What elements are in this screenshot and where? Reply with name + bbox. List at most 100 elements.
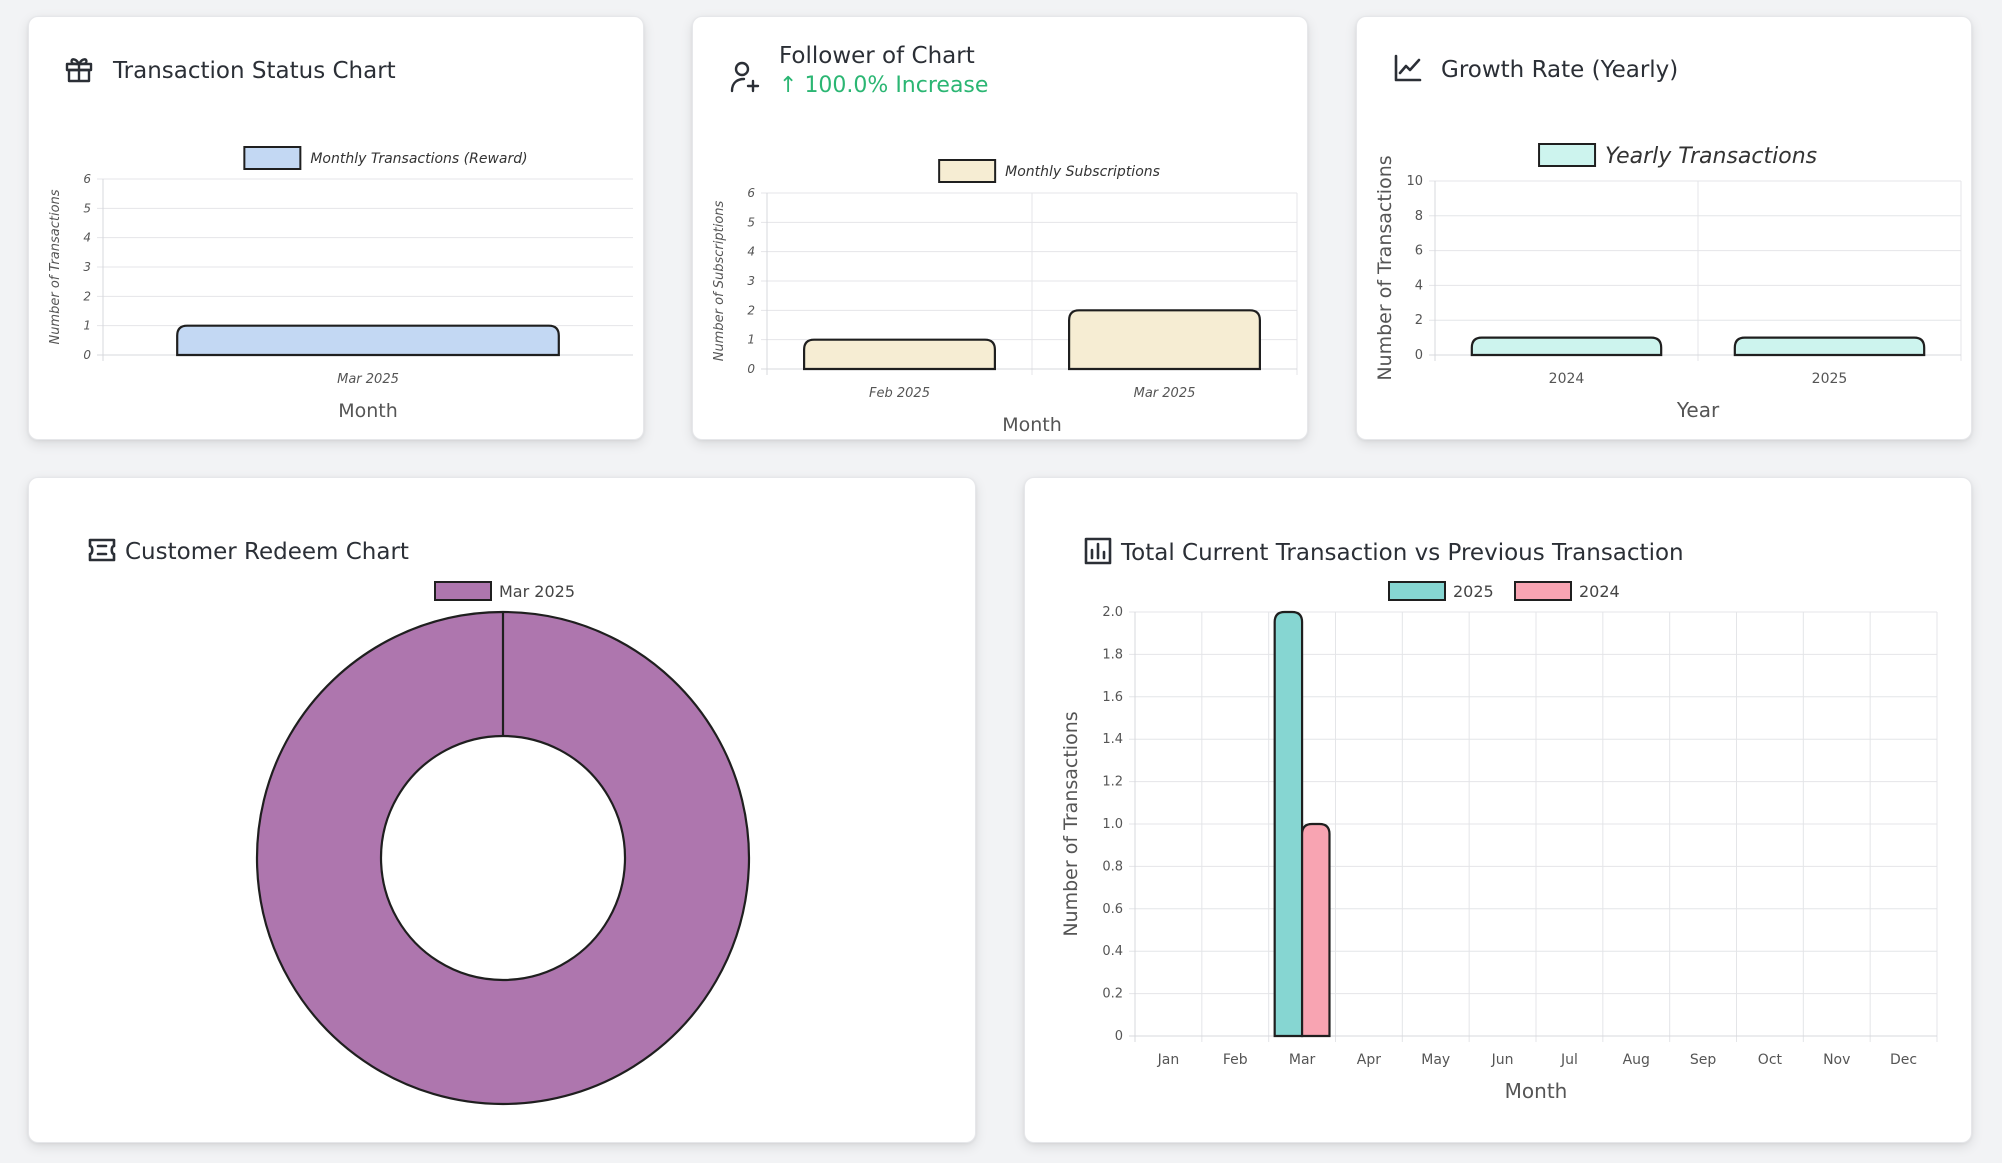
card-title: Customer Redeem Chart: [125, 539, 409, 565]
line-chart-icon: [1393, 53, 1423, 87]
legend-label: 2024: [1579, 582, 1620, 601]
legend-label: Monthly Transactions (Reward): [310, 151, 527, 167]
increase-indicator: ↑ 100.0% Increase: [779, 73, 988, 98]
y-tick-label: 2: [1415, 313, 1423, 328]
bar: [1068, 309, 1261, 371]
card-header: Follower of Chart ↑ 100.0% Increase: [729, 43, 988, 99]
card-total-current: Total Current Transaction vs Previous Tr…: [1024, 477, 1972, 1143]
x-tick-label: Oct: [1758, 1052, 1783, 1068]
y-axis-title: Number of Transactions: [1374, 155, 1396, 380]
donut-slice: [255, 610, 751, 1106]
y-tick-label: 6: [83, 172, 91, 186]
x-tick-label: Mar 2025: [1134, 386, 1196, 401]
legend-swatch: [938, 159, 997, 183]
y-tick-label: 6: [1415, 244, 1423, 259]
x-tick-label: Apr: [1357, 1052, 1381, 1068]
y-tick-label: 0.4: [1102, 944, 1123, 959]
card-title: Growth Rate (Yearly): [1441, 57, 1679, 83]
y-tick-label: 1: [83, 319, 91, 333]
y-tick-label: 0: [83, 348, 91, 362]
y-tick-label: 1.2: [1102, 775, 1123, 790]
card-header: Total Current Transaction vs Previous Tr…: [1083, 536, 1684, 570]
card-header: Growth Rate (Yearly): [1393, 53, 1678, 87]
y-tick-label: 1.0: [1102, 817, 1123, 832]
x-tick-label: Feb 2025: [869, 386, 930, 401]
gift-icon: [63, 53, 95, 89]
bar: [1273, 610, 1304, 1038]
y-tick-label: 8: [1415, 209, 1423, 224]
card-header: Customer Redeem Chart: [87, 536, 409, 568]
y-tick-label: 5: [747, 215, 755, 229]
x-tick-label: May: [1421, 1052, 1450, 1068]
card-title: Follower of Chart: [779, 43, 975, 69]
legend-swatch: [434, 581, 492, 601]
y-tick-label: 0: [747, 362, 755, 376]
y-tick-label: 0.8: [1102, 859, 1123, 874]
transaction-status-chart: 0 1 2 3 4 5 6 Mar 2025 Month Number of Transactio…: [48, 146, 633, 422]
follower-chart: 0 1 2 3 4 5 6 Feb 2025 Mar 2025 Month Number of Su…: [712, 159, 1298, 436]
y-tick-label: 3: [747, 274, 755, 288]
y-tick-label: 2: [83, 289, 91, 303]
y-tick-label: 0: [1115, 1029, 1123, 1044]
card-header: Transaction Status Chart: [63, 53, 396, 89]
x-axis-title: Month: [338, 400, 398, 422]
x-tick-label: Mar: [1289, 1052, 1316, 1068]
y-tick-label: 1.6: [1102, 690, 1123, 705]
y-tick-label: 10: [1406, 174, 1423, 189]
legend-swatch: [243, 146, 302, 170]
x-tick-label: Jan: [1157, 1052, 1180, 1068]
x-tick-label: Sep: [1690, 1052, 1717, 1068]
x-axis-title: Month: [1002, 414, 1062, 436]
y-tick-label: 2: [747, 303, 755, 317]
y-tick-label: 4: [747, 245, 755, 259]
legend-swatch: [1388, 581, 1446, 601]
increase-text: 100.0% Increase: [804, 73, 989, 98]
y-tick-label: 0.2: [1102, 987, 1123, 1002]
bar-chart-icon: [1083, 536, 1113, 570]
x-tick-label: Feb: [1223, 1052, 1248, 1068]
x-axis-title: Month: [1505, 1079, 1568, 1103]
legend-swatch: [1538, 143, 1597, 167]
y-axis-title: Number of Subscriptions: [712, 200, 727, 361]
card-follower: Follower of Chart ↑ 100.0% Increase 0 1 2 3…: [692, 16, 1308, 440]
card-customer-redeem: Customer Redeem Chart Mar 2025: [28, 477, 976, 1143]
x-tick-label: Jun: [1491, 1052, 1514, 1068]
card-growth-rate: Growth Rate (Yearly) 0 2 4 6 8 10 2024 2025 Year…: [1356, 16, 1972, 440]
user-plus-icon: [729, 59, 761, 99]
legend-label: Mar 2025: [499, 582, 575, 601]
card-title: Transaction Status Chart: [113, 58, 396, 84]
card-transaction-status: Transaction Status Chart 0 1 2 3 4 5 6 Mar 2025…: [28, 16, 644, 440]
legend-swatch: [1514, 581, 1572, 601]
x-axis-title: Year: [1676, 398, 1720, 422]
bar: [1470, 336, 1663, 357]
y-axis-title: Number of Transactions: [1060, 711, 1082, 936]
y-tick-label: 6: [747, 186, 755, 200]
card-title: Total Current Transaction vs Previous Tr…: [1121, 540, 1684, 566]
y-tick-label: 1.8: [1102, 647, 1123, 662]
y-tick-label: 4: [83, 231, 91, 245]
x-tick-label: Nov: [1823, 1052, 1850, 1068]
x-tick-label: Mar 2025: [337, 372, 399, 387]
customer-redeem-chart: Mar 2025: [255, 581, 751, 1106]
y-axis-title: Number of Transactions: [48, 189, 63, 344]
y-tick-label: 0: [1415, 348, 1423, 363]
arrow-up-icon: ↑: [779, 73, 798, 98]
bar: [1300, 822, 1331, 1038]
y-tick-label: 4: [1415, 278, 1423, 293]
y-tick-label: 1: [747, 333, 755, 347]
total-current-chart: 0 0.2 0.4 0.6 0.8 1.0 1.2 1.4 1.6 1.8 2.0 Jan Feb Mar…: [1060, 581, 1938, 1103]
y-tick-label: 2.0: [1102, 605, 1123, 620]
y-tick-label: 1.4: [1102, 732, 1123, 747]
y-tick-label: 5: [83, 201, 91, 215]
legend-label: Monthly Subscriptions: [1005, 164, 1160, 180]
y-tick-label: 3: [83, 260, 91, 274]
ticket-icon: [87, 536, 117, 568]
x-tick-label: 2024: [1549, 371, 1585, 387]
x-tick-label: Aug: [1623, 1052, 1650, 1068]
x-tick-label: Jul: [1560, 1052, 1578, 1068]
legend-label: 2025: [1453, 582, 1494, 601]
x-tick-label: Dec: [1890, 1052, 1917, 1068]
bar: [1733, 336, 1926, 357]
bar: [803, 338, 996, 371]
bar: [176, 324, 560, 357]
